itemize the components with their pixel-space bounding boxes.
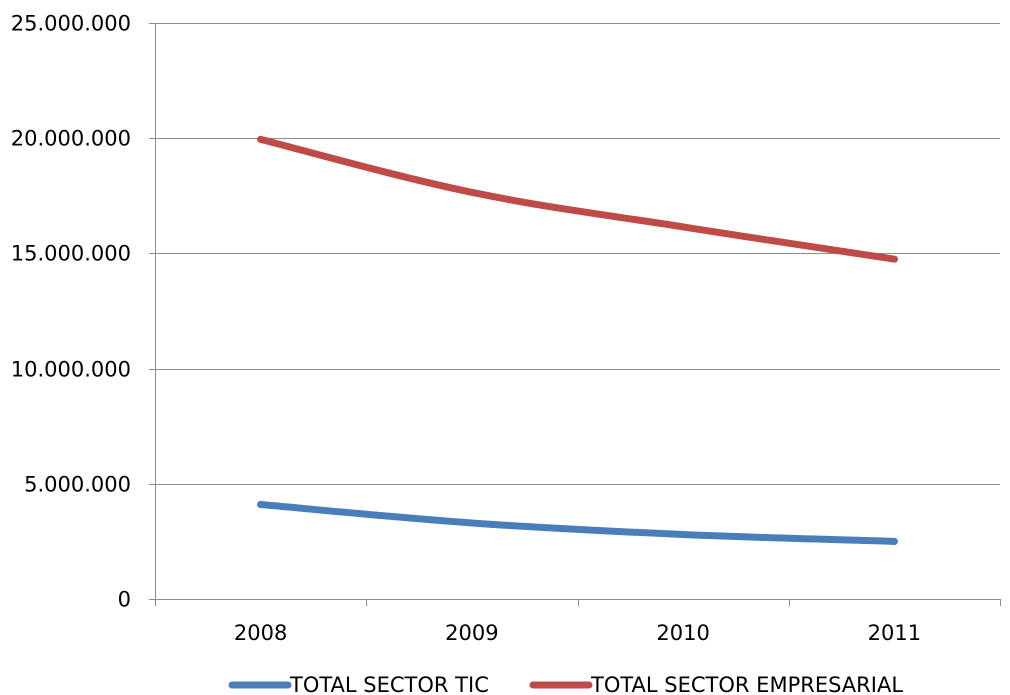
- series-lines: [257, 135, 898, 545]
- data-point: [890, 537, 898, 545]
- data-point: [890, 255, 898, 263]
- legend: TOTAL SECTOR TIC TOTAL SECTOR EMPRESARIAL: [228, 673, 903, 695]
- y-tick-label: 15.000.000: [11, 242, 131, 266]
- data-point: [468, 519, 476, 527]
- x-tick-label: 2010: [656, 621, 709, 645]
- y-tick-label: 0: [118, 588, 131, 612]
- legend-label: TOTAL SECTOR EMPRESARIAL: [590, 673, 903, 695]
- y-tick-label: 20.000.000: [11, 127, 131, 151]
- x-axis-tick-labels: 2008 2009 2010 2011: [234, 621, 921, 645]
- data-point: [257, 135, 265, 143]
- grid-lines: [155, 23, 1000, 485]
- y-axis-tick-labels: 0 5.000.000 10.000.000 15.000.000 20.000.000…: [11, 12, 131, 612]
- y-tick-label: 5.000.000: [24, 473, 131, 497]
- legend-label: TOTAL SECTOR TIC: [289, 673, 489, 695]
- y-tick-label: 10.000.000: [11, 358, 131, 382]
- data-point: [257, 501, 265, 509]
- series-line-2: [257, 135, 898, 263]
- legend-item: TOTAL SECTOR EMPRESARIAL: [529, 673, 903, 695]
- axes: [149, 23, 1001, 606]
- data-point: [468, 188, 476, 196]
- data-point: [679, 223, 687, 231]
- x-tick-label: 2011: [868, 621, 921, 645]
- series-line-1: [257, 501, 898, 545]
- x-tick-label: 2008: [234, 621, 287, 645]
- legend-item: TOTAL SECTOR TIC: [228, 673, 489, 695]
- y-tick-label: 25.000.000: [11, 12, 131, 36]
- x-tick-label: 2009: [445, 621, 498, 645]
- data-point: [679, 530, 687, 538]
